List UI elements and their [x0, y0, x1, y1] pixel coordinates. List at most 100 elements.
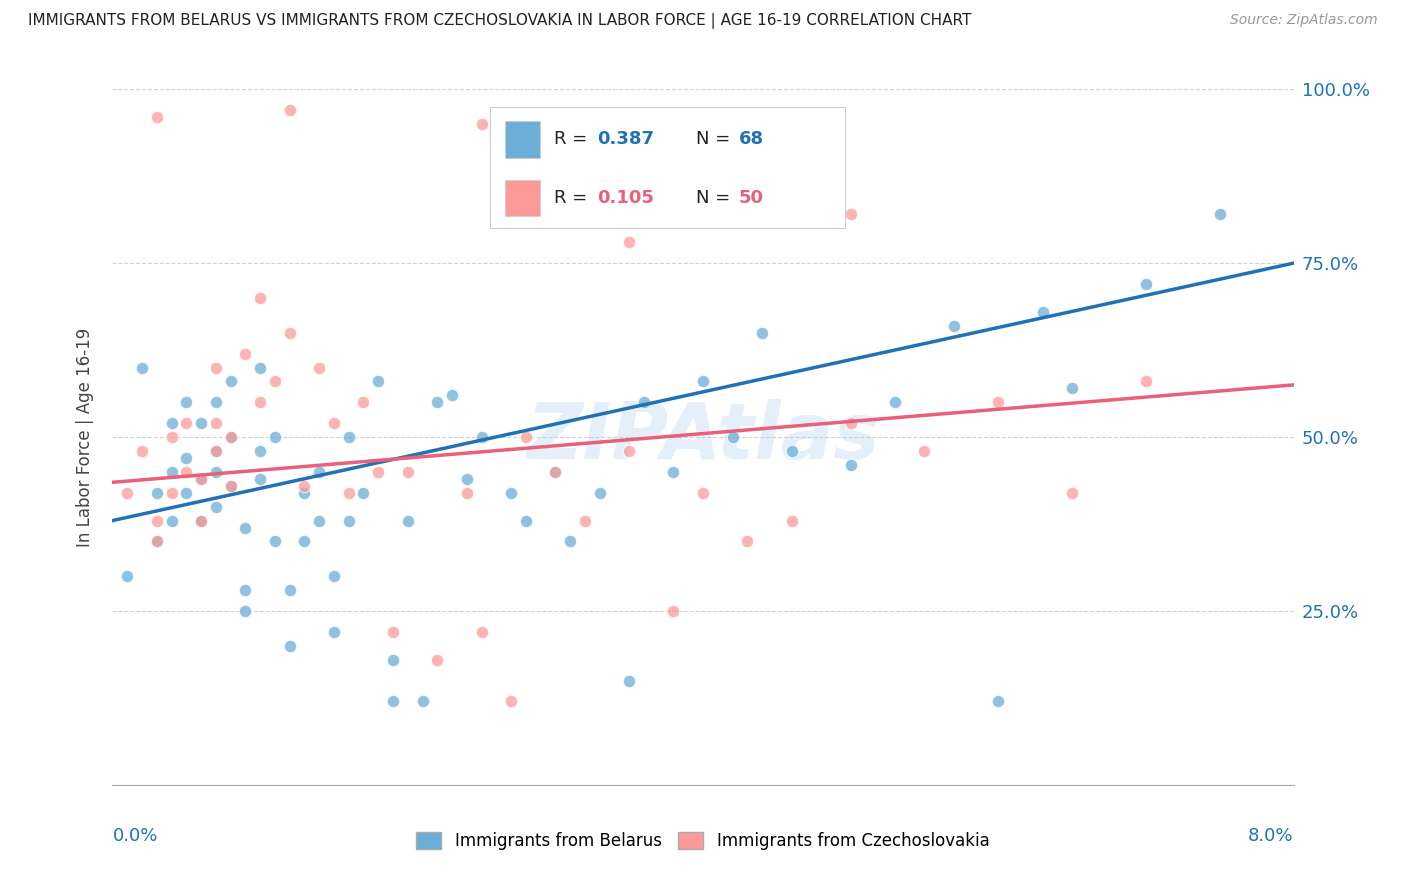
Point	[839, 416, 862, 430]
Point	[721, 430, 744, 444]
Point	[174, 450, 197, 465]
Point	[574, 514, 596, 528]
Point	[737, 534, 759, 549]
Point	[396, 514, 419, 528]
Point	[160, 465, 183, 479]
Point	[146, 110, 169, 124]
Point	[471, 624, 494, 639]
Point	[914, 444, 936, 458]
Point	[292, 479, 315, 493]
Point	[205, 360, 228, 375]
Point	[337, 430, 360, 444]
Point	[662, 604, 685, 618]
Text: IMMIGRANTS FROM BELARUS VS IMMIGRANTS FROM CZECHOSLOVAKIA IN LABOR FORCE | AGE 1: IMMIGRANTS FROM BELARUS VS IMMIGRANTS FR…	[28, 13, 972, 29]
Point	[780, 444, 803, 458]
Point	[146, 534, 169, 549]
Point	[174, 395, 197, 409]
Point	[382, 653, 405, 667]
Point	[367, 375, 389, 389]
Point	[337, 485, 360, 500]
Point	[515, 430, 537, 444]
Point	[219, 479, 242, 493]
Point	[131, 444, 153, 458]
Point	[560, 534, 582, 549]
Point	[190, 472, 212, 486]
Point	[278, 639, 301, 653]
Point	[205, 444, 228, 458]
Point	[987, 395, 1010, 409]
Point	[323, 624, 346, 639]
Point	[160, 430, 183, 444]
Point	[190, 416, 212, 430]
Point	[426, 395, 449, 409]
Point	[264, 430, 287, 444]
Text: ZIPAtlas: ZIPAtlas	[526, 399, 880, 475]
Point	[278, 583, 301, 598]
Point	[396, 465, 419, 479]
Point	[692, 485, 714, 500]
Point	[751, 326, 773, 340]
Point	[205, 500, 228, 514]
Point	[942, 318, 965, 333]
Point	[839, 458, 862, 472]
Point	[249, 291, 271, 305]
Point	[544, 465, 567, 479]
Point	[323, 569, 346, 583]
Point	[160, 416, 183, 430]
Point	[278, 326, 301, 340]
Point	[219, 430, 242, 444]
Point	[588, 485, 610, 500]
Point	[987, 694, 1010, 708]
Point	[205, 416, 228, 430]
Point	[456, 485, 478, 500]
Point	[619, 673, 641, 688]
Point	[249, 472, 271, 486]
Point	[308, 514, 330, 528]
Point	[292, 534, 315, 549]
Point	[619, 235, 641, 250]
Text: 8.0%: 8.0%	[1249, 827, 1294, 845]
Point	[515, 514, 537, 528]
Point	[205, 395, 228, 409]
Point	[323, 416, 346, 430]
Point	[471, 117, 494, 131]
Point	[160, 514, 183, 528]
Point	[1062, 485, 1084, 500]
Point	[146, 485, 169, 500]
Text: 0.0%: 0.0%	[112, 827, 157, 845]
Point	[352, 485, 374, 500]
Point	[382, 624, 405, 639]
Text: Source: ZipAtlas.com: Source: ZipAtlas.com	[1230, 13, 1378, 28]
Point	[264, 534, 287, 549]
Point	[249, 360, 271, 375]
Point	[352, 395, 374, 409]
Point	[264, 375, 287, 389]
Point	[780, 514, 803, 528]
Point	[233, 520, 256, 534]
Point	[233, 346, 256, 360]
Point	[190, 472, 212, 486]
Point	[233, 604, 256, 618]
Point	[219, 375, 242, 389]
Point	[205, 444, 228, 458]
Point	[1062, 381, 1084, 395]
Point	[544, 465, 567, 479]
Point	[662, 465, 685, 479]
Point	[692, 375, 714, 389]
Point	[1135, 277, 1157, 291]
Legend: Immigrants from Belarus, Immigrants from Czechoslovakia: Immigrants from Belarus, Immigrants from…	[409, 825, 997, 856]
Point	[117, 569, 138, 583]
Point	[308, 360, 330, 375]
Point	[471, 430, 494, 444]
Point	[174, 465, 197, 479]
Point	[1135, 375, 1157, 389]
Point	[249, 395, 271, 409]
Point	[456, 472, 478, 486]
Point	[219, 430, 242, 444]
Point	[367, 465, 389, 479]
Point	[131, 360, 153, 375]
Y-axis label: In Labor Force | Age 16-19: In Labor Force | Age 16-19	[76, 327, 94, 547]
Point	[174, 485, 197, 500]
Point	[190, 514, 212, 528]
Point	[619, 444, 641, 458]
